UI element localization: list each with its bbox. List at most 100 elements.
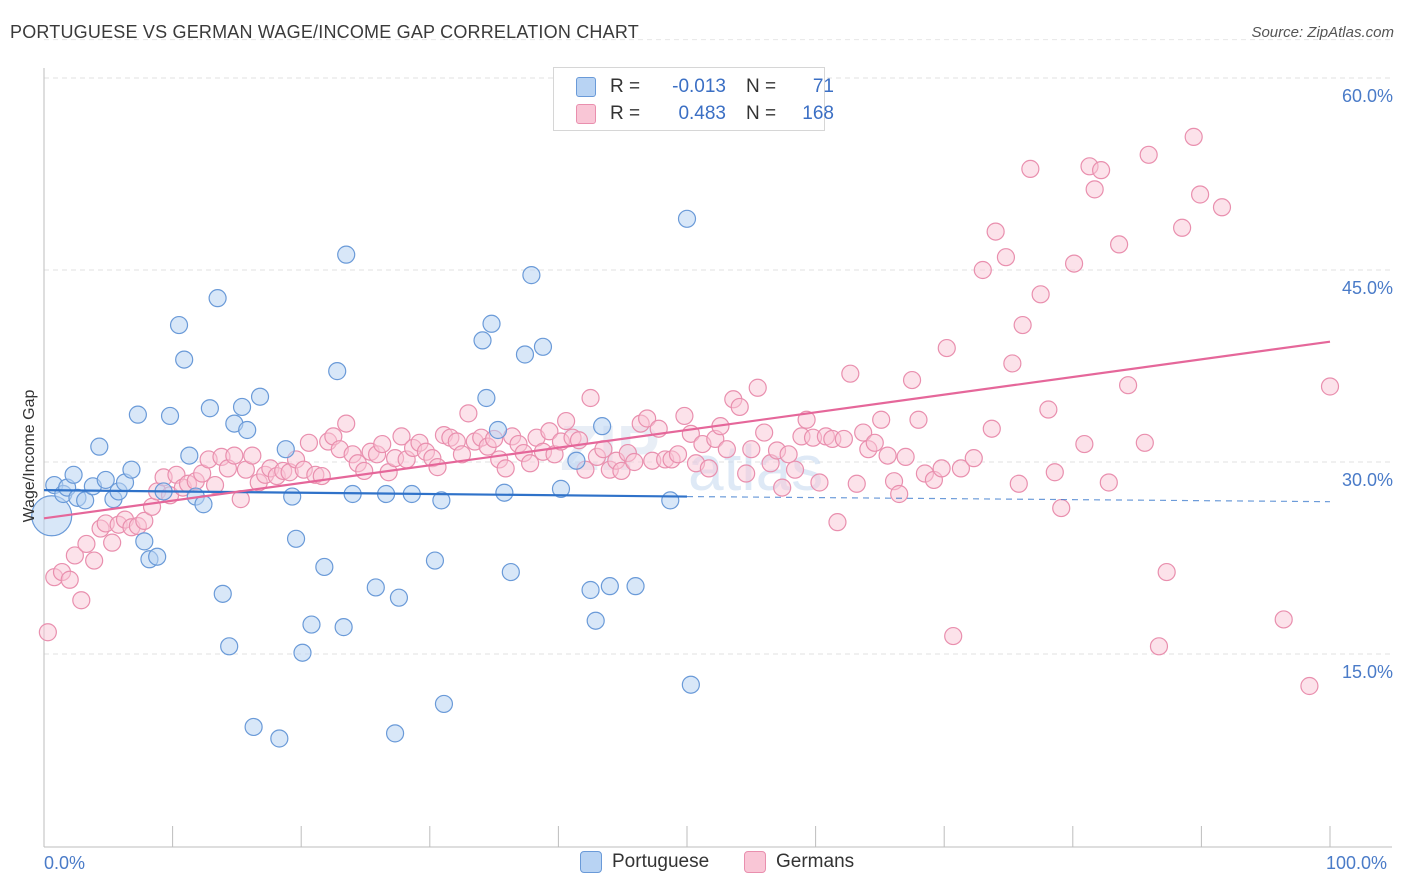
germans-point [865,433,884,452]
portuguese-point [238,420,257,440]
portuguese-point [283,487,302,506]
portuguese-point [533,337,553,356]
portuguese-point [90,437,109,456]
portuguese-point [135,532,154,551]
chart-title: PORTUGUESE VS GERMAN WAGE/INCOME GAP COR… [10,22,639,42]
portuguese-point [586,611,605,630]
germans-point [1139,145,1158,164]
germans-point [496,459,515,478]
portuguese-point [432,491,451,510]
germans-point [1045,463,1064,482]
germans-point [1085,180,1104,199]
x-tick-label-min: 0.0% [44,853,86,873]
portuguese-point [31,495,73,537]
portuguese-legend-swatch [580,851,602,873]
germans-point [668,445,688,464]
germans-point [38,623,57,642]
germans-point [557,411,576,431]
portuguese-point [581,580,600,600]
germans-point [1064,254,1084,273]
germans-point [896,447,915,466]
germans-point [810,473,829,492]
germans-point [581,388,600,408]
portuguese-point [160,406,180,426]
germans-point [1091,161,1111,180]
germans-point [872,410,891,429]
portuguese-point [501,562,520,582]
germans-point [944,626,963,646]
portuguese-point [473,331,492,350]
germans-point [779,445,798,464]
portuguese-point [64,465,83,484]
germans-point [428,458,447,477]
legend-n-label: N = [746,76,777,97]
portuguese-point [213,584,232,603]
portuguese-swatch [576,77,596,97]
portuguese-point [293,643,312,662]
germans-point [742,440,761,459]
germans-points [38,127,1340,696]
germans-point [785,460,805,479]
germans-point [205,475,225,495]
germans-point [1320,377,1340,396]
germans-point [964,449,983,468]
germans-point [982,419,1001,438]
portuguese-point [250,387,270,406]
germans-point [1052,498,1071,518]
germans-point [85,551,104,570]
germans-point [60,570,79,589]
portuguese-trend-extension [686,495,1331,503]
portuguese-point [488,420,508,440]
germans-point [847,474,866,493]
germans-point [1184,127,1203,146]
portuguese-point [76,491,95,510]
germans-point [65,546,84,565]
germans-point [1031,285,1050,304]
germans-point [951,459,971,478]
germans-legend-swatch [744,851,766,873]
portuguese-point [122,460,141,479]
germans-point [797,410,816,429]
germans-point [135,511,154,530]
y-tick-labels: 15.0% 30.0% 45.0% 60.0% [1342,86,1393,682]
portuguese-point [232,397,252,417]
germans-point [1212,198,1232,217]
germans-point [737,464,756,483]
germans-point [1157,562,1176,582]
portuguese-point [96,470,115,490]
germans-point [243,446,262,465]
x-tick-label-max: 100.0% [1326,853,1388,873]
portuguese-point [286,529,306,548]
germans-point [1173,218,1192,237]
portuguese-point [334,618,353,637]
source-note: Source: ZipAtlas.com [1251,24,1394,41]
portuguese-point [315,557,334,577]
germans-point [540,422,559,441]
legend-n-value: 71 [812,76,834,97]
portuguese-point [169,315,189,335]
portuguese-point [220,637,239,656]
germans-legend-label: Germans [776,851,855,872]
trend-lines [43,340,1331,520]
germans-point [828,513,847,532]
germans-point [77,534,96,554]
germans-point [142,497,162,516]
germans-point [1099,473,1118,492]
portuguese-point [328,362,347,381]
portuguese-point [175,350,194,369]
legend-row-germans: R = 0.483 N = 168 [576,101,834,127]
germans-point [902,370,922,390]
germans-point [1039,400,1058,419]
portuguese-point [425,551,445,570]
germans-point [699,459,718,478]
portuguese-point [302,615,321,634]
portuguese-point [661,491,680,510]
legend-r-label: R = [610,103,641,124]
germans-point [638,409,657,428]
germans-point [937,338,956,358]
germans-point [1021,159,1040,178]
portuguese-point [148,547,167,566]
germans-point [625,452,644,472]
legend-r-label: R = [610,76,641,97]
portuguese-trend-line [43,489,688,498]
